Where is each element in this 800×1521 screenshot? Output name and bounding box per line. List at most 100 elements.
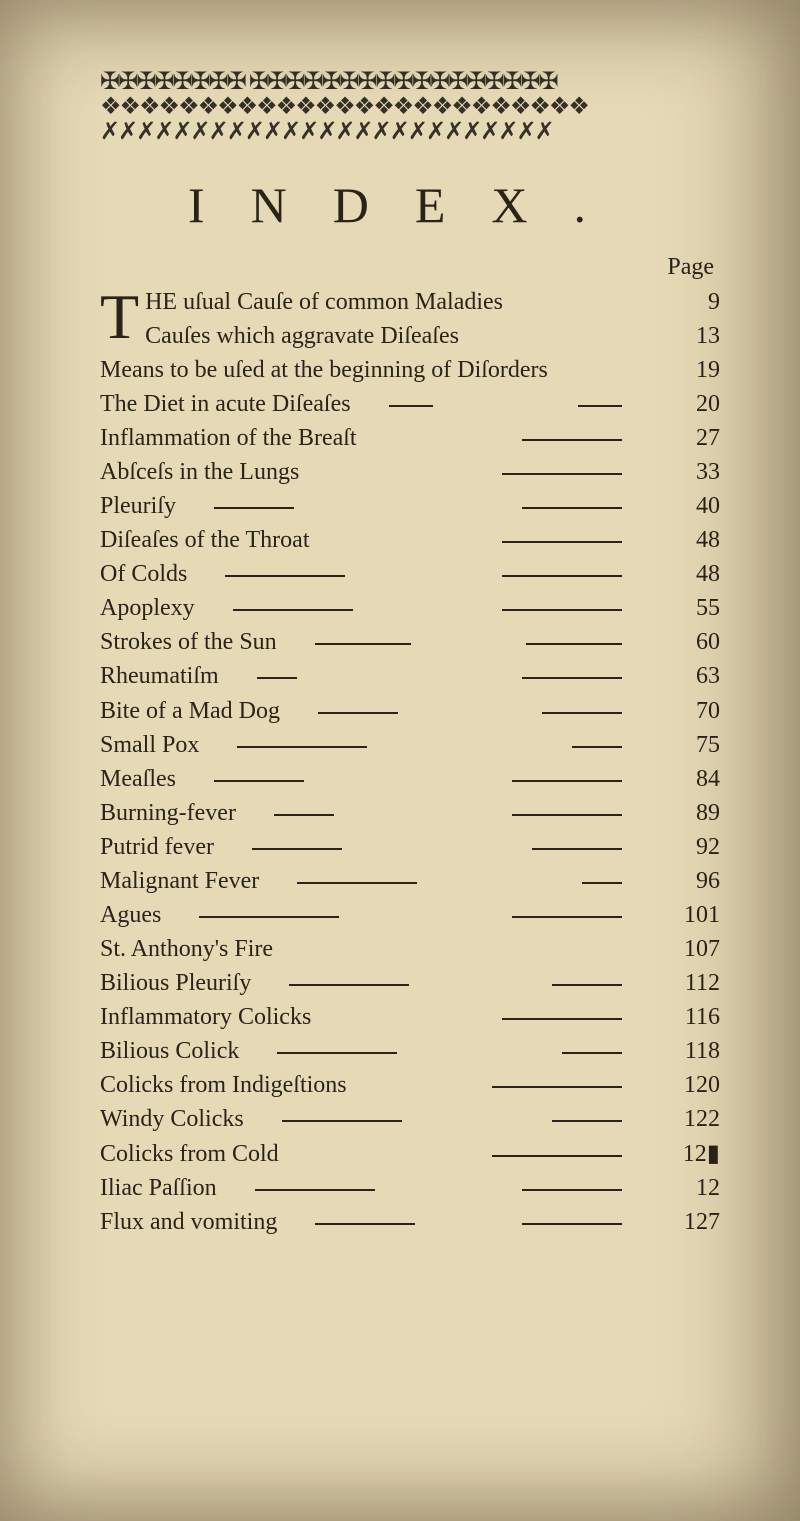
entry-text: Means to be uſed at the beginning of Diſ…	[100, 353, 548, 387]
entry-text: Bilious Colick	[100, 1034, 239, 1068]
index-entry: Agues101	[100, 898, 720, 932]
entry-page: 127	[656, 1205, 720, 1239]
entry-page: 60	[656, 625, 720, 659]
entry-text: Pleuriſy	[100, 489, 176, 523]
entry-page: 33	[656, 455, 720, 489]
leader-dash	[492, 1155, 622, 1157]
leader-dash	[233, 609, 353, 611]
index-entry: Of Colds48	[100, 557, 720, 591]
entry-text: Colicks from Cold	[100, 1137, 279, 1171]
index-entry: Small Pox75	[100, 728, 720, 762]
entry-page: 12▮	[656, 1137, 720, 1171]
leader-dash	[512, 780, 622, 782]
leader-dash	[572, 746, 622, 748]
entry-text: Rheumatiſm	[100, 659, 219, 693]
leader-dash	[282, 1120, 402, 1122]
index-entry: Abſceſs in the Lungs 33	[100, 455, 720, 489]
entry-text: The Diet in acute Diſeaſes	[100, 387, 351, 421]
index-entry: Putrid fever 92	[100, 830, 720, 864]
leader-dash	[512, 814, 622, 816]
leader-dash	[562, 1052, 622, 1054]
leader-dash	[522, 507, 622, 509]
index-entry: Meaſles 84	[100, 762, 720, 796]
entry-page: 9	[656, 285, 720, 319]
leader-dash	[582, 882, 622, 884]
leader-dash	[502, 575, 622, 577]
dropcap: T	[100, 285, 145, 342]
leader-dash	[237, 746, 367, 748]
index-entry: Windy Colicks122	[100, 1102, 720, 1136]
leader-dash	[214, 780, 304, 782]
entry-text: Meaſles	[100, 762, 176, 796]
entry-page: 120	[656, 1068, 720, 1102]
leader-dash	[289, 984, 409, 986]
entry-text: Diſeaſes of the Throat	[100, 523, 309, 557]
entry-text: HE uſual Cauſe of common Maladies	[145, 285, 503, 319]
index-entry: The Diet in acute Diſeaſes 20	[100, 387, 720, 421]
entry-page: 40	[656, 489, 720, 523]
entry-page: 84	[656, 762, 720, 796]
entry-page: 19	[656, 353, 720, 387]
entry-text: Putrid fever	[100, 830, 214, 864]
page: ✠✠✠✠✠✠✠✠ ✠✠✠✠✠✠✠✠✠✠✠✠✠✠✠✠✠ ❖❖❖❖❖❖❖❖❖❖❖❖❖…	[0, 0, 800, 1521]
entry-page: 12	[656, 1171, 720, 1205]
header-ornament: ✠✠✠✠✠✠✠✠ ✠✠✠✠✠✠✠✠✠✠✠✠✠✠✠✠✠ ❖❖❖❖❖❖❖❖❖❖❖❖❖…	[100, 70, 720, 146]
leader-dash	[297, 882, 417, 884]
leader-dash	[532, 848, 622, 850]
index-entry: Diſeaſes of the Throat 48	[100, 523, 720, 557]
leader-dash	[389, 405, 433, 407]
index-entry: Flux and vomiting 127	[100, 1205, 720, 1239]
leader-dash	[522, 677, 622, 679]
index-entry: Rheumatiſm63	[100, 659, 720, 693]
entry-text: Malignant Fever	[100, 864, 259, 898]
entry-text: Flux and vomiting	[100, 1205, 277, 1239]
index-entry: Strokes of the Sun 60	[100, 625, 720, 659]
leader-dash	[492, 1086, 622, 1088]
index-entry: Bilious Pleuriſy 112	[100, 966, 720, 1000]
entry-text: Burning-fever	[100, 796, 236, 830]
leader-dash	[274, 814, 334, 816]
leader-dash	[502, 473, 622, 475]
leader-dash	[522, 1223, 622, 1225]
entry-text: Bite of a Mad Dog	[100, 694, 280, 728]
entry-text: Iliac Paſſion	[100, 1171, 217, 1205]
index-entry: Inflammatory Colicks116	[100, 1000, 720, 1034]
leader-dash	[522, 439, 622, 441]
leader-dash	[522, 1189, 622, 1191]
entry-page: 20	[656, 387, 720, 421]
index-entries: T HE uſual Cauſe of common Maladies 9 Ca…	[100, 285, 720, 1239]
entry-page: 122	[656, 1102, 720, 1136]
leader-dash	[552, 1120, 622, 1122]
entry-page: 48	[656, 557, 720, 591]
leader-dash	[225, 575, 345, 577]
entry-page: 101	[656, 898, 720, 932]
index-entry: Apoplexy55	[100, 591, 720, 625]
index-entry: St. Anthony's Fire107	[100, 932, 720, 966]
entry-page: 75	[656, 728, 720, 762]
leader-dash	[199, 916, 339, 918]
leader-dash	[255, 1189, 375, 1191]
leader-dash	[252, 848, 342, 850]
entry-page: 116	[656, 1000, 720, 1034]
leader-dash	[502, 1018, 622, 1020]
index-entry: Inflammation of the Breaſt27	[100, 421, 720, 455]
entry-page: 13	[656, 319, 720, 353]
entry-text: Bilious Pleuriſy	[100, 966, 251, 1000]
entry-page: 48	[656, 523, 720, 557]
index-entry: Pleuriſy 40	[100, 489, 720, 523]
entry-text: St. Anthony's Fire	[100, 932, 273, 966]
entry-page: 112	[656, 966, 720, 1000]
leader-dash	[502, 541, 622, 543]
leader-dash	[315, 643, 411, 645]
entry-text: Abſceſs in the Lungs	[100, 455, 299, 489]
entry-page: 92	[656, 830, 720, 864]
index-entry: Malignant Fever96	[100, 864, 720, 898]
entry-page: 118	[656, 1034, 720, 1068]
entry-page: 27	[656, 421, 720, 455]
leader-dash	[512, 916, 622, 918]
entry-text: Strokes of the Sun	[100, 625, 277, 659]
index-entry: HE uſual Cauſe of common Maladies 9	[145, 285, 720, 319]
dropcap-block: T HE uſual Cauſe of common Maladies 9 Ca…	[100, 285, 720, 353]
entry-page: 55	[656, 591, 720, 625]
leader-dash	[578, 405, 622, 407]
